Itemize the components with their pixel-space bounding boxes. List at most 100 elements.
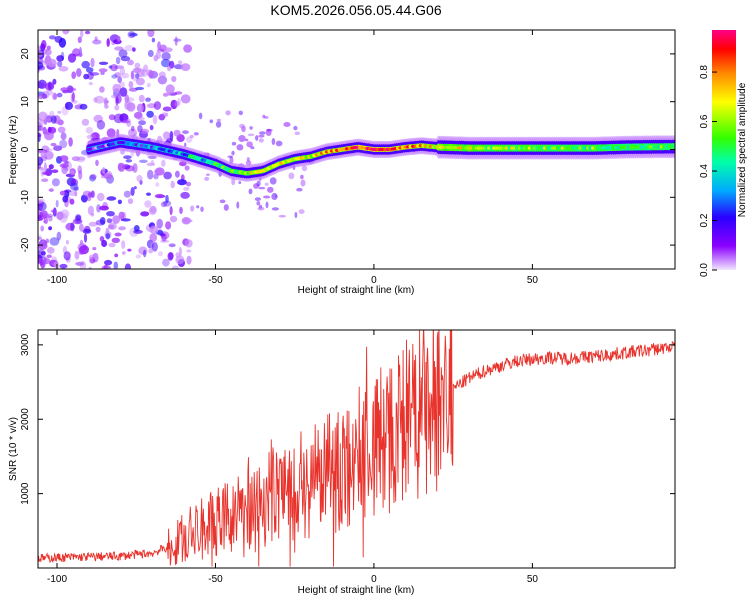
noise-blob (249, 126, 253, 130)
noise-blob (51, 169, 59, 173)
noise-blob (79, 260, 87, 269)
spectrogram-marks (38, 30, 675, 269)
noise-blob (38, 249, 46, 259)
noise-blob (103, 173, 113, 180)
noise-blob (143, 64, 149, 72)
snr-y-axis-label: SNR (10 * v/v) (8, 417, 19, 481)
noise-blob (117, 162, 126, 172)
noise-blob (57, 126, 66, 134)
noise-blob (78, 52, 83, 57)
noise-blob (49, 237, 60, 246)
noise-blob (91, 132, 100, 139)
colorbar-tick-label: 0.6 (699, 114, 710, 128)
noise-blob (180, 94, 191, 104)
noise-blob (67, 87, 77, 92)
noise-blob (108, 65, 113, 69)
noise-blob (250, 146, 255, 150)
noise-blob (136, 175, 143, 182)
noise-blob (132, 47, 136, 52)
noise-blob (133, 186, 137, 190)
noise-blob (186, 255, 192, 265)
y-tick-label: 2000 (20, 408, 31, 431)
noise-blob (238, 181, 242, 185)
noise-blob (87, 205, 94, 216)
noise-blob (153, 173, 159, 180)
noise-blob (184, 239, 193, 248)
noise-blob (46, 89, 53, 96)
noise-blob (50, 209, 57, 213)
noise-blob (264, 116, 269, 119)
noise-blob (151, 242, 158, 252)
colorbar-tick-label: 0.0 (699, 263, 710, 277)
x-tick-label: 0 (371, 275, 377, 286)
noise-blob (121, 72, 130, 79)
noise-blob (99, 217, 106, 225)
noise-blob (72, 48, 82, 54)
noise-blob (140, 211, 150, 217)
noise-blob (175, 170, 180, 178)
noise-blob (184, 165, 190, 171)
noise-blob (120, 218, 131, 222)
snr-x-axis-label: Height of straight line (km) (298, 585, 415, 596)
noise-blob (45, 115, 53, 123)
noise-blob (278, 214, 286, 218)
noise-blob (136, 103, 144, 113)
noise-blob (161, 52, 171, 61)
noise-blob (131, 73, 140, 82)
noise-blob (88, 254, 97, 260)
noise-blob (300, 174, 304, 180)
noise-blob (79, 103, 88, 110)
noise-blob (135, 254, 142, 259)
noise-blob (43, 59, 53, 66)
noise-blob (179, 206, 183, 214)
noise-blob (267, 186, 274, 193)
noise-blob (38, 250, 43, 259)
noise-blob (57, 60, 63, 68)
noise-blob (265, 128, 272, 136)
noise-blob (42, 210, 48, 218)
noise-blob (106, 38, 110, 47)
noise-blob (155, 182, 160, 187)
noise-blob (119, 67, 126, 75)
noise-blob (106, 196, 117, 201)
noise-blob (44, 151, 54, 160)
noise-blob (157, 251, 163, 257)
noise-blob (183, 44, 193, 53)
noise-blob (196, 205, 200, 209)
noise-blob (94, 95, 105, 104)
noise-blob (40, 225, 44, 232)
noise-blob (146, 192, 151, 196)
noise-blob (76, 68, 82, 77)
noise-blob (50, 115, 57, 124)
noise-blob (153, 101, 162, 110)
noise-blob (271, 138, 276, 145)
noise-blob (271, 207, 279, 211)
noise-blob (153, 174, 158, 178)
colorbar: 0.0 0.2 0.4 0.6 0.8 Normalized spectral ampl… (699, 30, 748, 277)
y-tick-label: 20 (20, 48, 31, 60)
noise-blob (263, 195, 271, 199)
noise-blob (80, 194, 88, 203)
noise-blob (74, 250, 80, 260)
noise-blob (110, 64, 118, 72)
noise-blob (48, 215, 53, 222)
noise-blob (43, 162, 47, 173)
noise-blob (38, 133, 41, 138)
noise-blob (135, 77, 145, 86)
noise-blob (108, 114, 116, 121)
noise-blob (41, 39, 47, 49)
noise-blob (186, 219, 193, 223)
noise-blob (130, 70, 134, 80)
noise-blob (38, 118, 44, 128)
noise-blob (47, 126, 52, 133)
noise-blob (38, 202, 43, 212)
noise-blob (42, 171, 51, 176)
noise-blob (124, 100, 132, 110)
noise-blob (92, 247, 97, 251)
noise-blob (96, 120, 106, 130)
noise-blob (41, 258, 51, 265)
noise-blob (209, 119, 214, 124)
noise-blob (248, 188, 253, 195)
noise-blob (48, 35, 56, 40)
